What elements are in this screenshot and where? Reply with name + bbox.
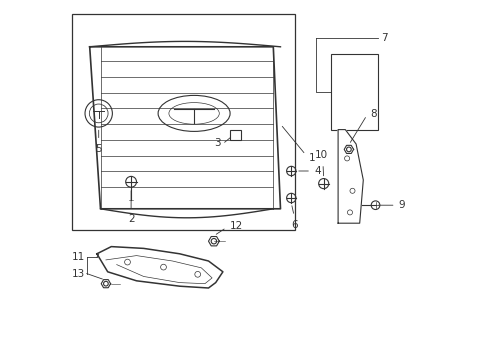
Text: 8: 8 xyxy=(369,109,376,119)
Bar xyxy=(230,130,240,140)
Text: 5: 5 xyxy=(95,144,102,154)
Text: 6: 6 xyxy=(291,220,298,230)
Text: 12: 12 xyxy=(229,221,242,231)
Text: 1: 1 xyxy=(308,153,315,163)
Text: 4: 4 xyxy=(313,166,320,176)
Text: 13: 13 xyxy=(72,269,85,279)
Text: 7: 7 xyxy=(381,33,387,43)
Bar xyxy=(330,54,377,130)
Polygon shape xyxy=(337,130,363,223)
Bar xyxy=(72,14,294,230)
Text: 10: 10 xyxy=(314,150,327,160)
Text: 3: 3 xyxy=(213,138,220,148)
Text: 2: 2 xyxy=(127,214,134,224)
Text: 11: 11 xyxy=(72,252,85,262)
Text: 9: 9 xyxy=(398,200,405,210)
